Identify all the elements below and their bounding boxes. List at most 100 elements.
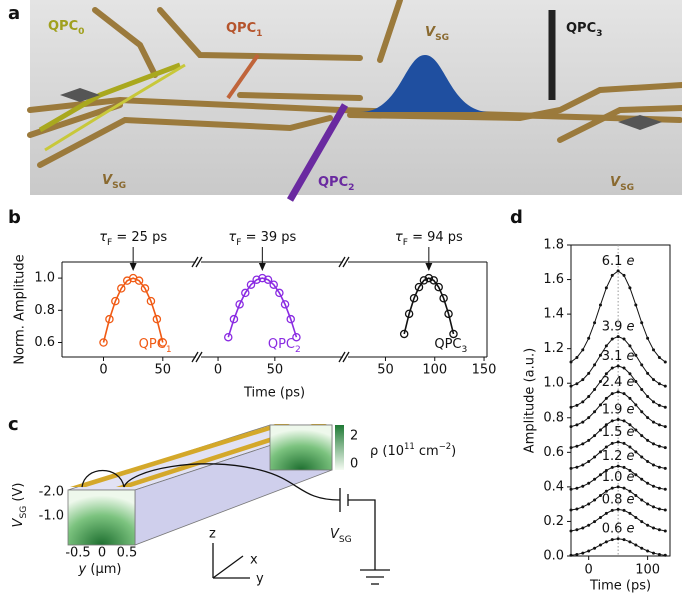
data-point: [634, 379, 638, 383]
data-point: [569, 405, 573, 409]
data-point: [610, 465, 614, 469]
series-line: [227, 277, 298, 338]
data-point: [646, 502, 650, 506]
data-point: [622, 538, 626, 542]
data-point: [610, 273, 614, 277]
y-tick-label: 0.8: [34, 303, 55, 318]
data-point: [657, 382, 661, 386]
data-point: [587, 459, 591, 463]
data-point: [575, 423, 579, 427]
axis-break: [342, 256, 350, 268]
y-tick-label: 0.0: [543, 549, 564, 564]
annotation-part: F: [236, 238, 241, 248]
data-point: [640, 321, 644, 325]
data-point: [280, 300, 290, 309]
data-point: [593, 434, 597, 438]
device-label-part: V: [102, 173, 113, 188]
data-point: [581, 378, 585, 382]
data-point: [616, 537, 620, 541]
data-point: [622, 465, 626, 469]
x-tick-label: 0: [99, 363, 107, 378]
y-tick-label: 0.2: [543, 514, 564, 529]
annotation: τF = 94 ps: [395, 230, 463, 248]
data-point: [598, 494, 602, 498]
data-point: [593, 455, 597, 459]
data-point: [616, 390, 620, 394]
data-point: [657, 528, 661, 532]
data-point: [640, 434, 644, 438]
data-point: [640, 363, 644, 367]
device-label: QPC2: [318, 175, 354, 193]
data-point: [663, 446, 667, 450]
data-point: [449, 329, 458, 339]
device-label-part: QPC: [48, 19, 78, 34]
data-point: [610, 419, 614, 423]
y-tick-label: 1.0: [543, 376, 564, 391]
data-point: [604, 372, 608, 376]
series-label: 1.2 e: [602, 449, 635, 464]
data-point: [652, 551, 655, 555]
y-tick-label: 1.6: [543, 272, 564, 287]
data-point: [663, 487, 667, 491]
device-label-part: V: [425, 25, 436, 40]
data-point: [646, 336, 650, 340]
x-tick-label: 150: [472, 363, 497, 378]
device-label: QPC3: [566, 21, 602, 39]
data-point: [634, 353, 638, 357]
device-label-part: SG: [112, 181, 126, 191]
series-label: 6.1 e: [602, 253, 635, 268]
data-point: [634, 515, 638, 519]
data-point: [263, 275, 273, 284]
y-tick-label: 1.8: [543, 238, 564, 253]
data-point: [598, 428, 602, 432]
y-axis-label: Amplitude (a.u.): [523, 348, 538, 453]
x-tick-label: 100: [422, 363, 447, 378]
data-point: [634, 403, 638, 407]
data-point: [593, 520, 597, 524]
series-label: 0.8 e: [602, 492, 635, 507]
data-point: [628, 468, 632, 472]
axis-name: x: [250, 553, 258, 568]
data-point: [581, 463, 585, 467]
data-point: [628, 423, 632, 427]
data-point: [598, 303, 602, 307]
device-label-part: 3: [596, 29, 602, 39]
x-tick-label: 0: [585, 563, 593, 578]
data-point: [587, 371, 591, 375]
data-point: [569, 529, 573, 533]
x-tick-label: 50: [377, 363, 394, 378]
device-label: VSG: [102, 173, 126, 191]
data-point: [657, 403, 661, 407]
panel-label: d: [510, 207, 523, 228]
data-point: [569, 446, 573, 450]
data-point: [246, 280, 256, 289]
data-point: [657, 444, 661, 448]
data-point: [628, 540, 632, 544]
data-point: [646, 459, 650, 463]
data-point: [575, 382, 579, 386]
x-axis-label-part: (μm): [86, 562, 121, 577]
data-point: [587, 549, 591, 553]
data-point: [229, 314, 239, 324]
device-label-part: V: [610, 175, 621, 190]
data-point: [622, 392, 626, 396]
data-point: [439, 293, 448, 303]
data-point: [587, 416, 591, 420]
series-label: 3.9 e: [602, 319, 635, 334]
series-line: [403, 277, 455, 335]
series-line: [102, 277, 164, 343]
y-tick-label: 0.6: [34, 335, 55, 350]
data-point: [286, 314, 295, 324]
data-point: [652, 442, 655, 446]
data-point: [604, 468, 608, 472]
panel-label: c: [8, 414, 19, 435]
annotation-part: τ: [395, 230, 403, 245]
data-point: [657, 465, 661, 469]
data-point: [140, 284, 150, 293]
data-point: [663, 425, 667, 429]
data-point: [598, 353, 602, 357]
annotation-arrowhead: [425, 263, 433, 271]
data-point: [158, 338, 168, 347]
data-point: [640, 546, 644, 550]
device-label-part: 0: [78, 27, 84, 37]
